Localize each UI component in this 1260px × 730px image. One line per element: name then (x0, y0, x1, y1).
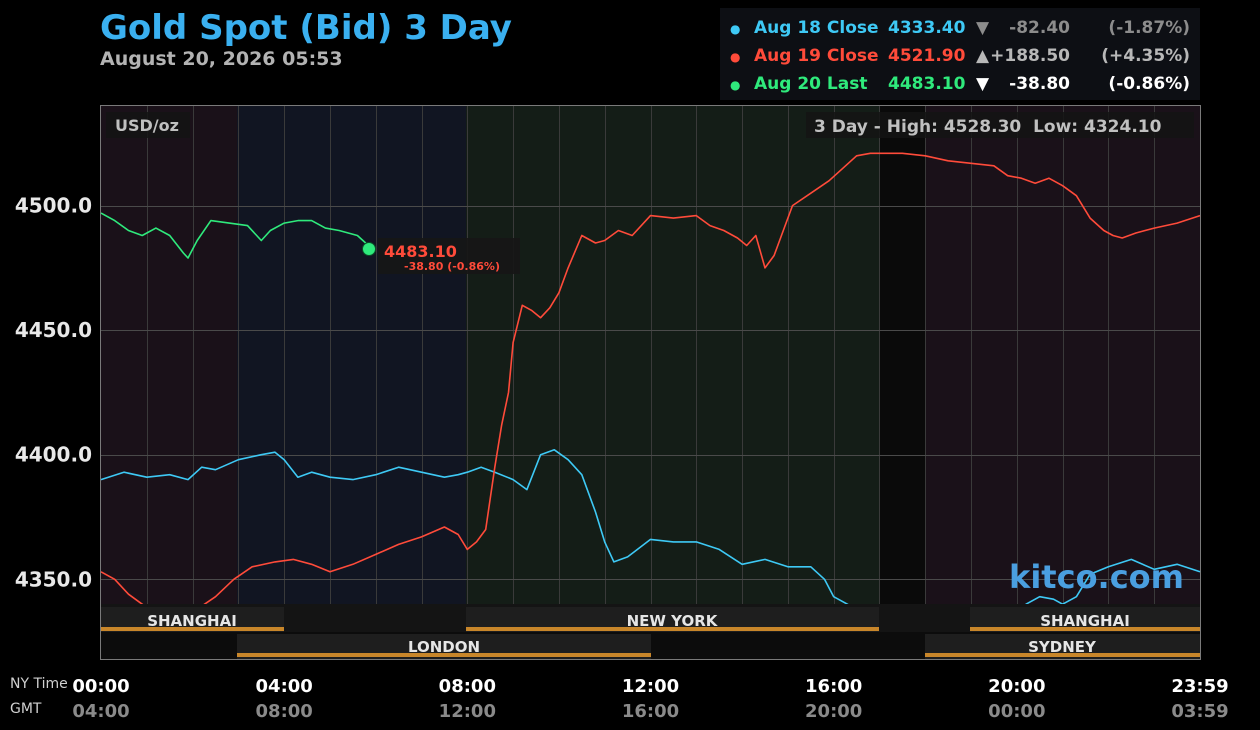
legend-pct: (+4.35%) (1101, 46, 1190, 66)
session-london-label: LONDON (408, 638, 480, 656)
legend-dot-aug19: ● (730, 50, 741, 64)
x-tick-gmt: 03:59 (1171, 701, 1228, 722)
legend-row-aug20: ● Aug 20 Last 4483.10 ▼ -38.80 (-0.86%) (720, 74, 1200, 98)
band-asia-late (925, 106, 1200, 604)
legend-arrow: ▼ (976, 74, 990, 94)
gmt-label: GMT (10, 701, 42, 717)
legend-price: 4521.90 (888, 46, 966, 66)
x-tick-gmt: 08:00 (256, 701, 313, 722)
grid-lines (101, 106, 1200, 604)
y-tick-label: 4500.0 (15, 194, 92, 218)
band-close (879, 106, 925, 604)
last-price-dot (362, 242, 376, 256)
session-shanghai-2-bar (970, 627, 1200, 631)
session-bars: SHANGHAI NEW YORK SHANGHAI LONDON SYDNEY (101, 604, 1200, 659)
series-line-3 (100, 212, 372, 259)
legend-price: 4333.40 (888, 18, 966, 38)
y-axis: 4350.0 4400.0 4450.0 4500.0 (15, 194, 92, 592)
session-background-bands (101, 106, 1200, 604)
legend-change: +188.50 (990, 46, 1070, 66)
legend-dot-aug18: ● (730, 22, 741, 36)
kitco-watermark: kitco.com (1009, 558, 1184, 596)
legend-change: -38.80 (1009, 74, 1070, 94)
legend-row-aug18: ● Aug 18 Close 4333.40 ▼ -82.40 (-1.87%) (720, 18, 1200, 42)
x-tick-gmt: 00:00 (988, 701, 1045, 722)
x-tick-ny: 12:00 (622, 676, 679, 697)
chart-title: Gold Spot (Bid) 3 Day (100, 8, 512, 48)
legend-arrow: ▲ (976, 46, 990, 66)
session-shanghai-1-bar (101, 627, 284, 631)
legend-change: -82.40 (1009, 18, 1070, 38)
ny-time-label: NY Time (10, 676, 68, 692)
x-tick-gmt: 16:00 (622, 701, 679, 722)
legend-panel: ● Aug 18 Close 4333.40 ▼ -82.40 (-1.87%)… (720, 8, 1200, 100)
session-london-bar (237, 653, 651, 657)
unit-label: USD/oz (115, 116, 179, 135)
legend-label: Aug 20 Last (754, 74, 868, 94)
legend-arrow: ▼ (976, 18, 990, 38)
range-box (806, 112, 1194, 138)
legend-dot-aug20: ● (730, 78, 741, 92)
legend-price: 4483.10 (888, 74, 966, 94)
session-sydney-label: SYDNEY (1028, 638, 1097, 656)
x-tick-ny: 00:00 (72, 676, 129, 697)
legend-label: Aug 18 Close (754, 18, 879, 38)
band-newyork (466, 106, 879, 604)
legend-row-aug19: ● Aug 19 Close 4521.90 ▲ +188.50 (+4.35%… (720, 46, 1200, 70)
y-tick-label: 4450.0 (15, 318, 92, 342)
x-tick-gmt: 04:00 (72, 701, 129, 722)
y-tick-label: 4350.0 (15, 567, 92, 591)
x-tick-ny: 20:00 (988, 676, 1045, 697)
range-label: 3 Day - High: 4528.30 Low: 4324.10 (814, 117, 1162, 137)
legend-pct: (-1.87%) (1108, 18, 1190, 38)
x-tick-gmt: 12:00 (439, 701, 496, 722)
last-price-box (378, 238, 520, 274)
last-change-label: -38.80 (-0.86%) (404, 260, 500, 273)
last-price-label: 4483.10 (384, 242, 457, 261)
x-tick-gmt: 20:00 (805, 701, 862, 722)
session-sydney-bar (925, 653, 1200, 657)
y-tick-label: 4400.0 (15, 443, 92, 467)
x-tick-ny: 23:59 (1171, 676, 1228, 697)
x-tick-ny: 04:00 (256, 676, 313, 697)
session-shanghai-1-label: SHANGHAI (147, 612, 237, 630)
x-tick-ny: 16:00 (805, 676, 862, 697)
series-line-2 (100, 152, 1201, 616)
plot-frame (100, 105, 1201, 660)
session-newyork-label: NEW YORK (627, 612, 719, 630)
session-shanghai-2-label: SHANGHAI (1040, 612, 1130, 630)
chart-timestamp: August 20, 2026 05:53 (100, 48, 343, 70)
legend-label: Aug 19 Close (754, 46, 879, 66)
x-tick-ny: 08:00 (439, 676, 496, 697)
x-axis: 00:00 04:00 04:00 08:00 08:00 12:00 12:00 16:00… (72, 676, 1228, 722)
session-newyork-bar (466, 627, 879, 631)
band-asia-early (101, 106, 237, 604)
legend-pct: (-0.86%) (1108, 74, 1190, 94)
band-london (237, 106, 466, 604)
unit-box (106, 112, 190, 138)
